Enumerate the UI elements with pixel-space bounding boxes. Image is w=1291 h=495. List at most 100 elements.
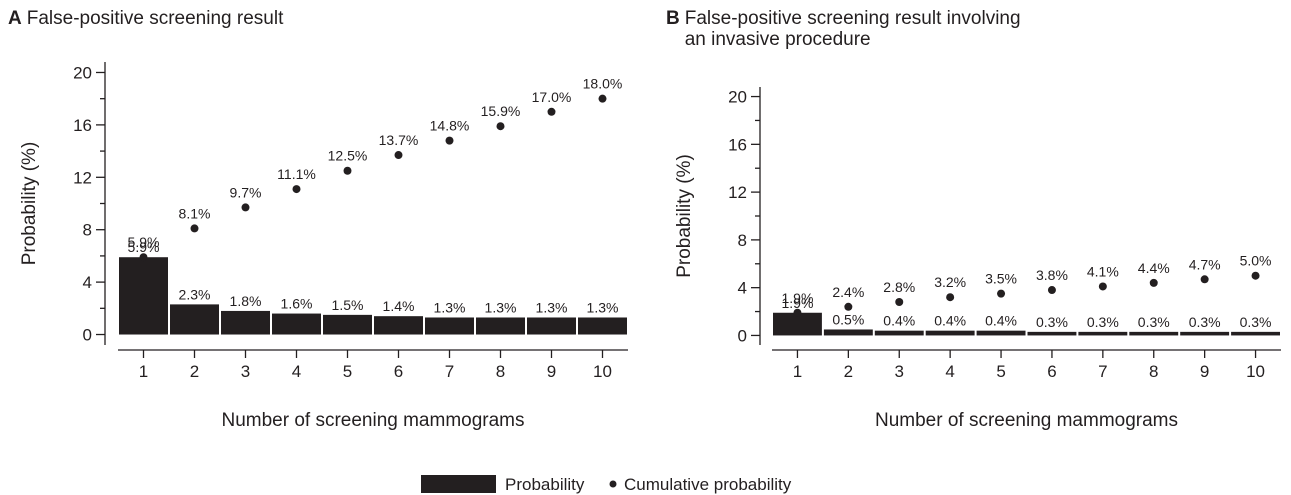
bar-label: 1.4% bbox=[383, 298, 415, 314]
x-tick-label: 9 bbox=[1200, 362, 1209, 381]
panel-a-title: A False-positive screening result bbox=[8, 8, 283, 29]
x-tick-label: 5 bbox=[996, 362, 1005, 381]
y-tick-label: 12 bbox=[73, 168, 92, 187]
bar bbox=[425, 317, 474, 335]
point-label: 11.1% bbox=[277, 166, 316, 182]
point-label: 2.8% bbox=[883, 279, 915, 295]
x-tick-label: 2 bbox=[190, 362, 199, 381]
point-label: 8.1% bbox=[179, 205, 211, 221]
point-label: 5.0% bbox=[1240, 253, 1272, 269]
point bbox=[190, 224, 199, 233]
bar-label: 0.3% bbox=[1189, 314, 1221, 330]
x-tick-label: 4 bbox=[945, 362, 954, 381]
bar bbox=[476, 317, 525, 335]
x-axis-label: Number of screening mammograms bbox=[875, 410, 1178, 431]
bar-label: 1.3% bbox=[536, 299, 568, 315]
bar bbox=[119, 257, 168, 335]
y-tick-label: 0 bbox=[738, 326, 747, 345]
bar bbox=[374, 316, 423, 335]
point-label: 4.4% bbox=[1138, 260, 1170, 276]
bar-label: 0.4% bbox=[883, 313, 915, 329]
y-tick-label: 0 bbox=[83, 326, 92, 345]
bar bbox=[323, 314, 372, 335]
x-tick-label: 6 bbox=[1047, 362, 1056, 381]
x-tick-label: 1 bbox=[793, 362, 802, 381]
y-tick-label: 20 bbox=[728, 88, 747, 107]
y-tick-label: 16 bbox=[73, 116, 92, 135]
panel-b-title: B False-positive screening result involv… bbox=[666, 8, 1046, 50]
point-label: 13.7% bbox=[379, 132, 419, 148]
x-tick-label: 4 bbox=[292, 362, 301, 381]
point bbox=[1149, 278, 1158, 287]
x-tick-label: 2 bbox=[844, 362, 853, 381]
point bbox=[496, 122, 505, 131]
panel-label: A bbox=[8, 8, 22, 29]
bar bbox=[1129, 331, 1179, 336]
point bbox=[241, 203, 250, 212]
x-tick-label: 10 bbox=[1246, 362, 1265, 381]
point-label: 15.9% bbox=[481, 103, 521, 119]
bar-label: 1.8% bbox=[230, 293, 262, 309]
x-tick-label: 7 bbox=[445, 362, 454, 381]
point-label: 1.9% bbox=[781, 290, 813, 306]
x-tick-label: 8 bbox=[496, 362, 505, 381]
point-label: 4.7% bbox=[1189, 256, 1221, 272]
x-tick-label: 5 bbox=[343, 362, 352, 381]
x-tick-label: 9 bbox=[547, 362, 556, 381]
point-label: 18.0% bbox=[583, 76, 623, 92]
point bbox=[793, 308, 802, 317]
y-tick-label: 20 bbox=[73, 63, 92, 82]
bar bbox=[874, 330, 924, 336]
y-tick-label: 4 bbox=[738, 279, 747, 298]
bar-label: 0.4% bbox=[934, 313, 966, 329]
x-tick-label: 7 bbox=[1098, 362, 1107, 381]
point bbox=[394, 151, 403, 160]
point-label: 14.8% bbox=[430, 118, 470, 134]
x-tick-label: 3 bbox=[895, 362, 904, 381]
legend-swatch bbox=[421, 475, 496, 493]
bar-label: 0.5% bbox=[832, 311, 864, 327]
point bbox=[946, 293, 955, 302]
bar-label: 1.3% bbox=[434, 299, 466, 315]
point bbox=[343, 166, 352, 175]
point-label: 2.4% bbox=[832, 284, 864, 300]
bar bbox=[925, 330, 975, 336]
x-axis-label: Number of screening mammograms bbox=[221, 410, 524, 431]
point bbox=[139, 253, 148, 262]
bar-label: 0.4% bbox=[985, 313, 1017, 329]
point-label: 9.7% bbox=[230, 184, 262, 200]
bar bbox=[1078, 331, 1128, 336]
y-tick-label: 8 bbox=[738, 231, 747, 250]
bar-label: 1.3% bbox=[485, 299, 517, 315]
bar-label: 2.3% bbox=[179, 286, 211, 302]
bar-label: 1.3% bbox=[587, 299, 619, 315]
bar-label: 1.9% bbox=[781, 295, 813, 311]
point bbox=[445, 136, 454, 145]
y-tick-label: 12 bbox=[728, 183, 747, 202]
point bbox=[1200, 275, 1209, 284]
bar bbox=[976, 330, 1026, 336]
bar bbox=[578, 317, 627, 335]
point bbox=[997, 289, 1006, 298]
y-tick-label: 16 bbox=[728, 135, 747, 154]
y-axis-label: Probability (%) bbox=[19, 142, 40, 266]
point bbox=[547, 107, 556, 116]
chart-title: False-positive screening result bbox=[26, 8, 284, 29]
point-label: 12.5% bbox=[328, 148, 368, 164]
point bbox=[292, 185, 301, 194]
point bbox=[1251, 271, 1260, 280]
y-tick-label: 8 bbox=[83, 221, 92, 240]
x-tick-label: 10 bbox=[593, 362, 612, 381]
bar bbox=[773, 312, 822, 336]
point-label: 3.8% bbox=[1036, 267, 1068, 283]
point bbox=[1098, 282, 1107, 291]
bar bbox=[1231, 331, 1280, 336]
point bbox=[1047, 286, 1056, 295]
x-tick-label: 1 bbox=[139, 362, 148, 381]
bar-label: 0.3% bbox=[1036, 314, 1068, 330]
bar bbox=[1180, 331, 1230, 336]
bar-label: 0.3% bbox=[1240, 314, 1272, 330]
bar bbox=[1027, 331, 1077, 336]
x-tick-label: 3 bbox=[241, 362, 250, 381]
point-label: 17.0% bbox=[532, 89, 572, 105]
